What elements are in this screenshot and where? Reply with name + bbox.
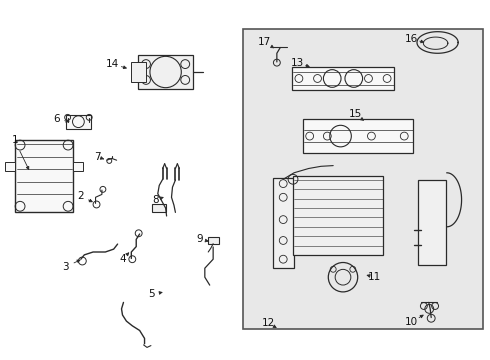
FancyBboxPatch shape bbox=[152, 204, 166, 212]
FancyBboxPatch shape bbox=[73, 162, 83, 171]
Text: 4: 4 bbox=[119, 254, 126, 264]
Text: 5: 5 bbox=[148, 289, 155, 300]
FancyBboxPatch shape bbox=[273, 178, 294, 268]
Text: 17: 17 bbox=[258, 37, 271, 48]
Text: 8: 8 bbox=[152, 195, 159, 205]
FancyBboxPatch shape bbox=[293, 176, 383, 255]
Text: 7: 7 bbox=[94, 152, 100, 162]
FancyBboxPatch shape bbox=[418, 180, 446, 265]
Text: 12: 12 bbox=[262, 318, 275, 328]
Text: 11: 11 bbox=[368, 272, 382, 282]
Text: 6: 6 bbox=[53, 114, 60, 124]
Text: 2: 2 bbox=[77, 191, 84, 201]
FancyBboxPatch shape bbox=[243, 29, 483, 329]
Text: 14: 14 bbox=[106, 59, 120, 69]
Text: 1: 1 bbox=[11, 135, 18, 145]
Text: 9: 9 bbox=[196, 234, 203, 244]
Text: 3: 3 bbox=[62, 262, 69, 272]
FancyBboxPatch shape bbox=[66, 115, 91, 129]
FancyBboxPatch shape bbox=[303, 119, 413, 153]
FancyBboxPatch shape bbox=[208, 237, 219, 244]
FancyBboxPatch shape bbox=[292, 67, 394, 90]
Text: 10: 10 bbox=[405, 317, 418, 327]
FancyBboxPatch shape bbox=[5, 162, 15, 171]
FancyBboxPatch shape bbox=[138, 55, 193, 89]
FancyBboxPatch shape bbox=[131, 62, 146, 82]
FancyBboxPatch shape bbox=[15, 140, 73, 212]
Text: 15: 15 bbox=[348, 109, 362, 120]
Text: 16: 16 bbox=[405, 34, 418, 44]
Text: 13: 13 bbox=[291, 58, 305, 68]
